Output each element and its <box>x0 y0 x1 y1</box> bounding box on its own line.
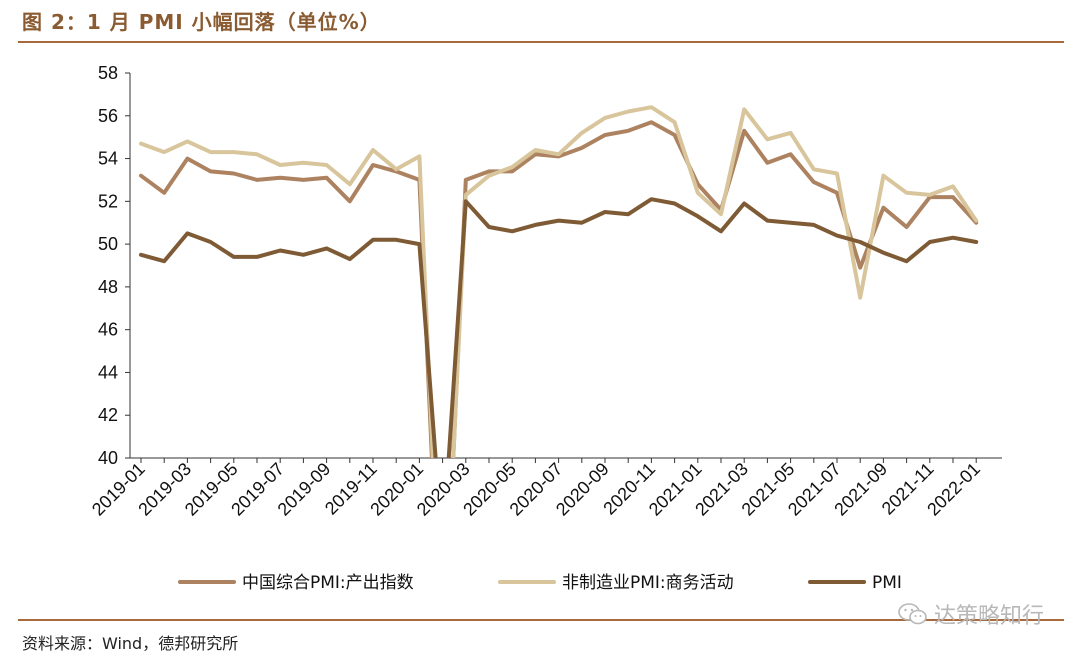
y-tick-label: 58 <box>98 63 118 83</box>
top-divider <box>18 41 1064 43</box>
y-tick-label: 46 <box>98 320 118 340</box>
series-line-1 <box>139 105 979 458</box>
wechat-icon <box>898 603 927 625</box>
y-tick-label: 40 <box>98 448 118 468</box>
watermark-text: 达策略知行 <box>933 604 1044 629</box>
bottom-divider <box>18 619 1064 621</box>
legend-label-1: 非制造业PMI:商务活动 <box>562 573 734 593</box>
legend-label-0: 中国综合PMI:产出指数 <box>242 573 414 593</box>
watermark: 达策略知行 <box>898 598 1044 630</box>
series-line-2 <box>139 197 979 458</box>
y-tick-label: 54 <box>98 149 118 169</box>
y-tick-label: 42 <box>98 405 118 425</box>
series-line-0 <box>139 120 979 458</box>
y-tick-label: 50 <box>98 234 118 254</box>
y-tick-label: 44 <box>98 362 118 382</box>
chart-title: 图 2：1 月 PMI 小幅回落（单位%） <box>22 10 381 34</box>
y-tick-label: 48 <box>98 277 118 297</box>
legend-label-2: PMI <box>872 573 902 593</box>
y-tick-label: 56 <box>98 106 118 126</box>
y-tick-label: 52 <box>98 191 118 211</box>
source-note: 资料来源：Wind，德邦研究所 <box>22 634 239 653</box>
